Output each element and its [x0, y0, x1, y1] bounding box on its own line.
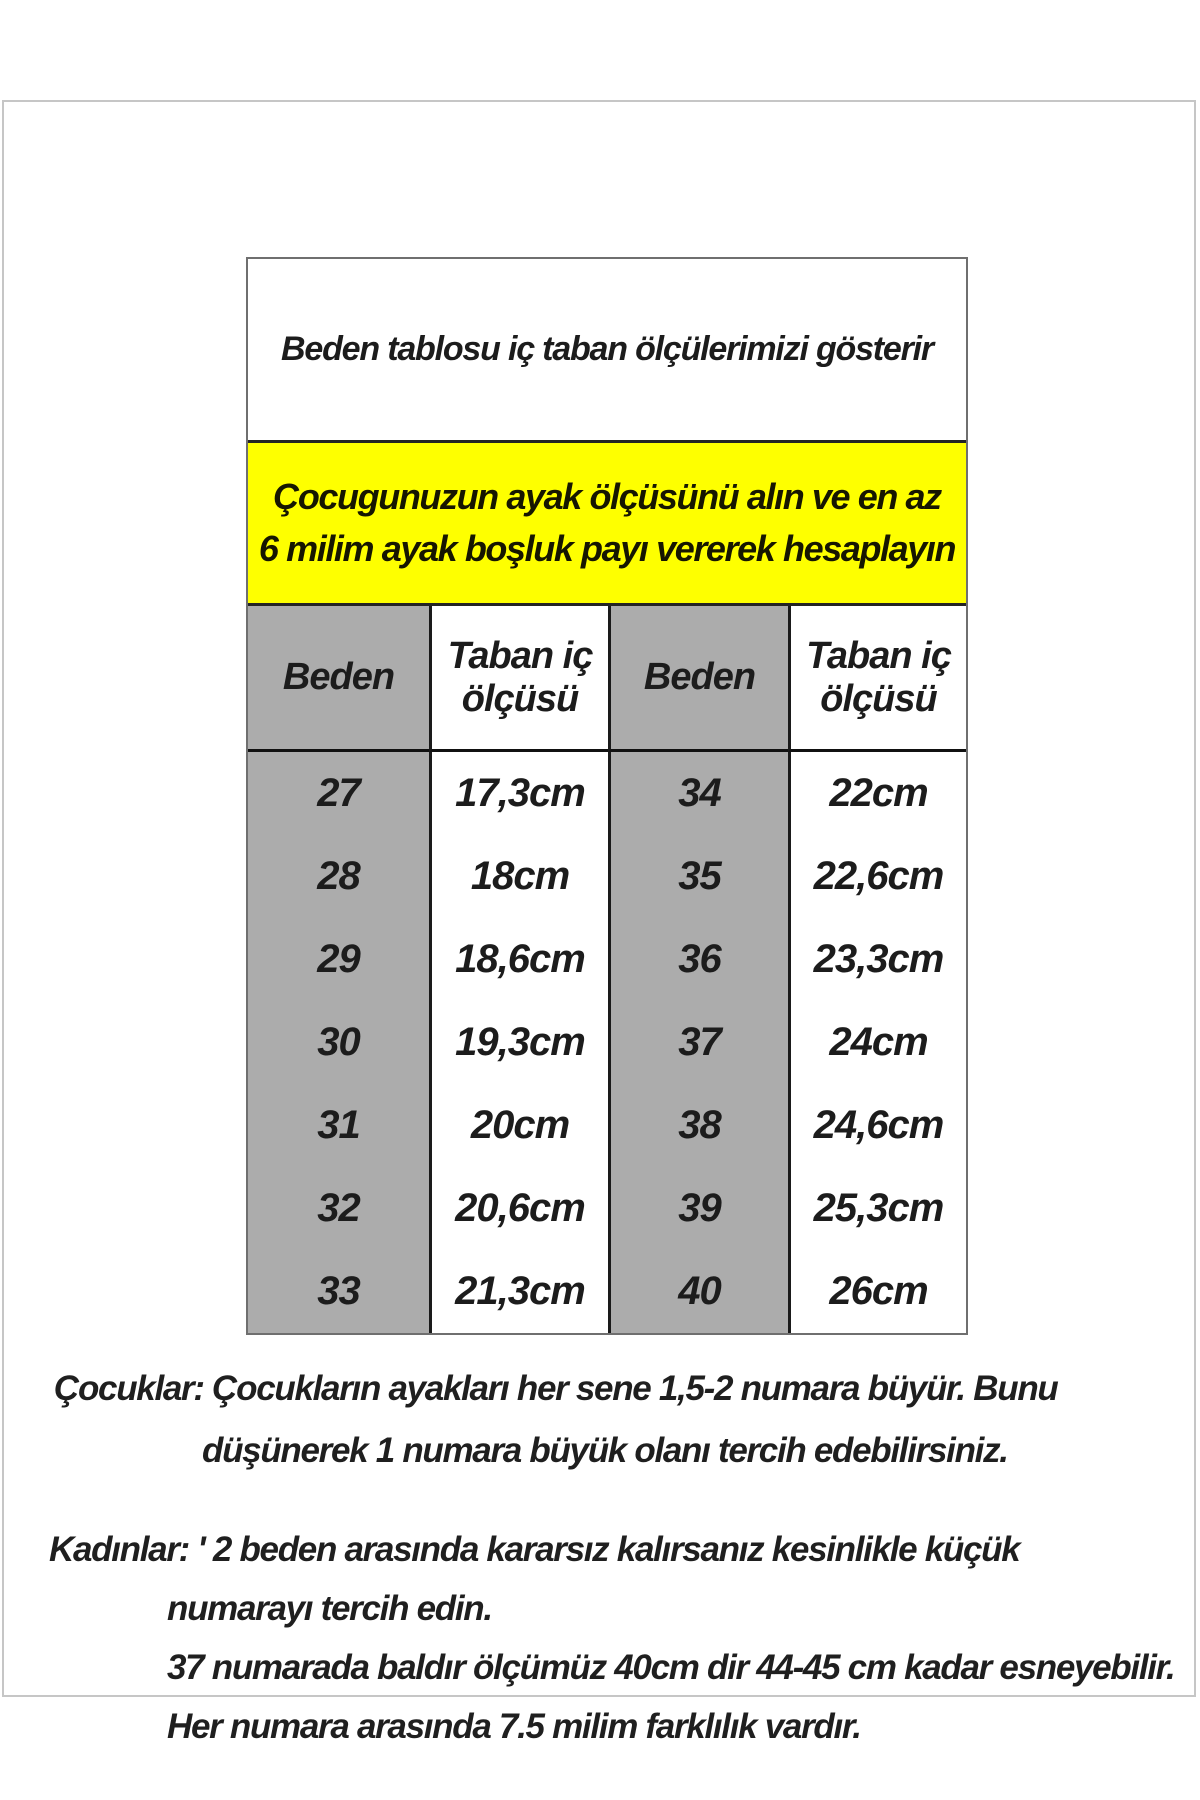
table-cell: 21,3cm [429, 1250, 608, 1333]
note-women-line-1: Kadınlar: ' 2 beden arasında kararsız ka… [49, 1530, 1021, 1569]
table-cell: 35 [608, 835, 788, 918]
table-cell: 33 [248, 1250, 429, 1333]
table-cell: 37 [608, 1001, 788, 1084]
table-cell: 18cm [429, 835, 608, 918]
header-taban-right: Taban iç ölçüsü [788, 606, 966, 752]
table-cell: 17,3cm [429, 752, 608, 835]
table-cell: 22,6cm [788, 835, 966, 918]
table-cell: 24cm [788, 1001, 966, 1084]
header-beden-right: Beden [608, 606, 788, 752]
table-cell: 18,6cm [429, 918, 608, 1001]
notice-line-1: Çocugunuzun ayak ölçüsünü alın ve en az [273, 476, 942, 517]
note-women: Kadınlar: ' 2 beden arasında kararsız ka… [49, 1520, 1176, 1756]
table-cell: 20cm [429, 1084, 608, 1167]
chart-title: Beden tablosu iç taban ölçülerimizi göst… [281, 330, 934, 368]
table-cell: 22cm [788, 752, 966, 835]
table-cell: 23,3cm [788, 918, 966, 1001]
note-women-line-2: numarayı tercih edin. [167, 1589, 493, 1628]
header-beden-left: Beden [248, 606, 429, 752]
size-chart-panel: Beden tablosu iç taban ölçülerimizi göst… [246, 257, 968, 1335]
table-cell: 40 [608, 1250, 788, 1333]
size-table: Beden Taban iç ölçüsü Beden Taban iç ölç… [248, 606, 966, 1333]
chart-title-box: Beden tablosu iç taban ölçülerimizi göst… [248, 259, 966, 443]
note-children: Çocuklar: Çocukların ayakları her sene 1… [54, 1358, 1059, 1482]
table-cell: 38 [608, 1084, 788, 1167]
table-cell: 25,3cm [788, 1167, 966, 1250]
notice-line-2: 6 milim ayak boşluk payı vererek hesapla… [258, 528, 957, 569]
note-children-line-1: Çocuklar: Çocukların ayakları her sene 1… [54, 1369, 1059, 1408]
measure-notice-box: Çocugunuzun ayak ölçüsünü alın ve en az … [248, 443, 966, 606]
table-cell: 24,6cm [788, 1084, 966, 1167]
table-cell: 28 [248, 835, 429, 918]
table-cell: 39 [608, 1167, 788, 1250]
table-cell: 36 [608, 918, 788, 1001]
table-cell: 31 [248, 1084, 429, 1167]
table-cell: 32 [248, 1167, 429, 1250]
outer-frame: Beden tablosu iç taban ölçülerimizi göst… [2, 100, 1196, 1746]
table-cell: 34 [608, 752, 788, 835]
table-cell: 29 [248, 918, 429, 1001]
header-taban-left: Taban iç ölçüsü [429, 606, 608, 752]
table-cell: 26cm [788, 1250, 966, 1333]
note-women-line-4: Her numara arasında 7.5 milim farklılık … [167, 1707, 862, 1746]
note-children-line-2: düşünerek 1 numara büyük olanı tercih ed… [202, 1431, 1009, 1470]
table-cell: 19,3cm [429, 1001, 608, 1084]
table-cell: 20,6cm [429, 1167, 608, 1250]
note-women-line-3: 37 numarada baldır ölçümüz 40cm dir 44-4… [167, 1648, 1176, 1687]
table-cell: 27 [248, 752, 429, 835]
table-cell: 30 [248, 1001, 429, 1084]
